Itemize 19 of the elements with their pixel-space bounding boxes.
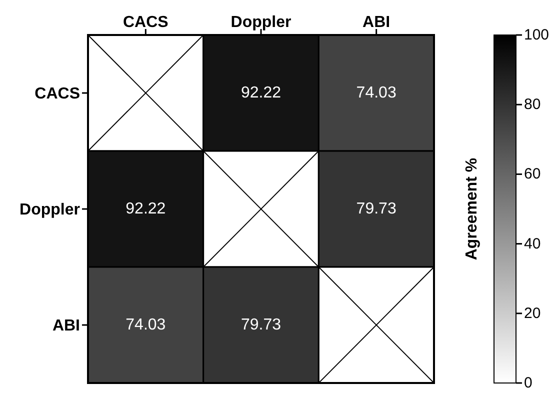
data-label: 74.03 [356,84,396,102]
y-tick-label: Doppler [20,202,80,219]
x-tick-label: ABI [362,14,390,31]
data-label: 92.22 [126,200,166,218]
color-bar-label: 20 [524,304,541,322]
color-bar-title: Agreement % [464,158,480,260]
data-label: 79.73 [240,316,282,334]
color-bar-label: 0 [524,374,532,392]
y-tick-label: ABI [52,318,80,335]
y-tick-label: CACS [34,86,80,103]
data-label: 79.73 [356,200,396,218]
x-tick-label: Doppler [230,14,292,31]
x-tick-label: CACS [122,14,169,31]
data-label: 92.22 [240,84,282,102]
color-bar-label: 40 [524,235,541,252]
data-label: 74.03 [126,316,166,334]
color-bar-label: 60 [524,166,541,183]
color-bar-label: 80 [524,96,541,114]
color-bar-label: 100 [524,26,550,44]
